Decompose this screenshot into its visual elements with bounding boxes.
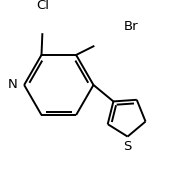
Text: N: N	[8, 78, 18, 92]
Text: Cl: Cl	[37, 0, 50, 12]
Text: S: S	[123, 141, 132, 153]
Text: Br: Br	[123, 20, 138, 33]
